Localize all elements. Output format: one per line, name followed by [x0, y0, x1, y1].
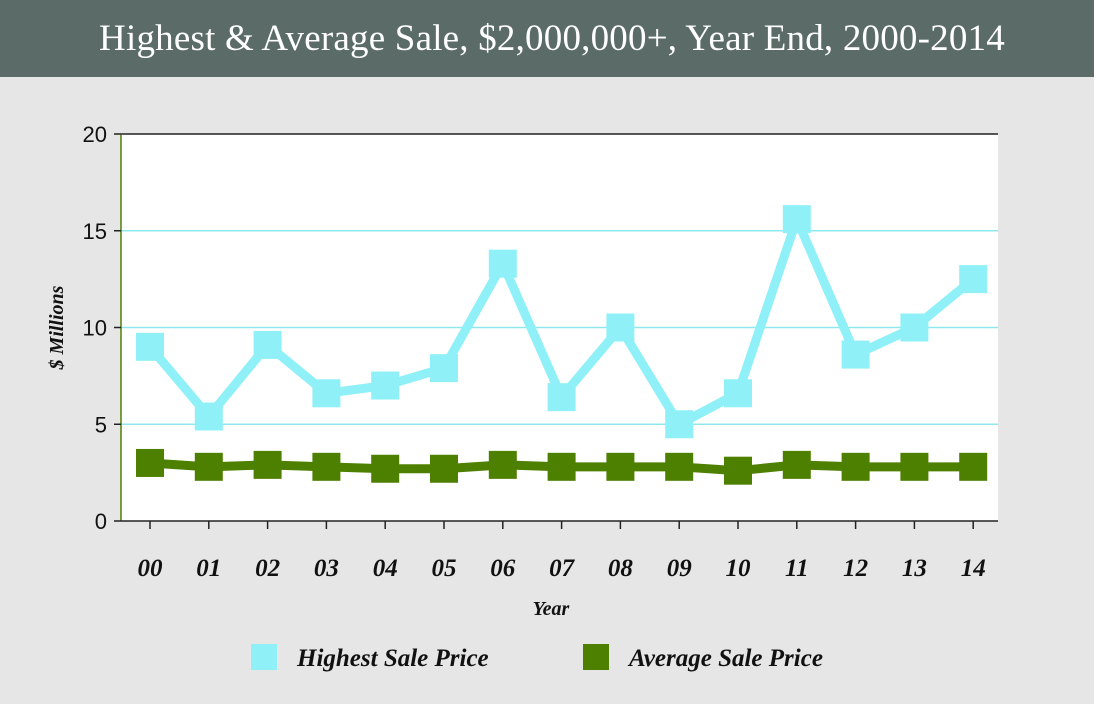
- highest-sale-price-marker: [959, 265, 988, 294]
- highest-sale-price-marker: [136, 332, 164, 361]
- y-tick-label: 0: [95, 509, 107, 534]
- x-tick-label: 01: [196, 555, 221, 582]
- average-sale-price-marker: [900, 452, 929, 481]
- highest-sale-price-marker: [900, 313, 929, 342]
- average-sale-price-legend-label: Average Sale Price: [627, 645, 823, 672]
- x-tick-label: 00: [138, 555, 164, 582]
- highest-sale-price-marker: [782, 205, 811, 234]
- average-sale-price-marker: [371, 454, 400, 483]
- average-sale-price-marker: [136, 448, 164, 477]
- highest-sale-price-marker: [194, 402, 223, 431]
- average-sale-price-marker: [782, 450, 811, 479]
- x-tick-label: 04: [373, 555, 398, 582]
- highest-sale-price-marker: [547, 383, 576, 412]
- highest-sale-price-marker: [371, 371, 400, 400]
- x-tick-label: 03: [314, 555, 339, 582]
- x-tick-label: 07: [549, 555, 576, 582]
- average-sale-price-marker: [312, 452, 341, 481]
- average-sale-price-marker: [959, 452, 988, 481]
- y-tick-label: 20: [83, 122, 107, 147]
- legend: Highest Sale Price Average Sale Price: [251, 644, 823, 672]
- x-tick-label: 08: [608, 555, 634, 582]
- average-sale-price-marker: [430, 454, 458, 483]
- highest-sale-price-legend-label: Highest Sale Price: [296, 645, 489, 672]
- highest-sale-price-marker: [724, 379, 752, 408]
- average-sale-price-marker: [606, 452, 635, 481]
- average-sale-price-marker: [194, 452, 223, 481]
- highest-sale-price-marker: [606, 313, 635, 342]
- x-tick-label: 14: [961, 555, 986, 582]
- average-sale-price-marker: [488, 450, 517, 479]
- average-sale-price-legend-swatch: [583, 644, 609, 670]
- highest-sale-price-series: [136, 205, 988, 439]
- x-axis-title: Year: [533, 598, 570, 620]
- y-tick-label: 10: [83, 316, 107, 341]
- highest-sale-price-marker: [665, 410, 694, 439]
- y-tick-label: 15: [83, 219, 107, 244]
- highest-sale-price-legend-swatch: [251, 644, 277, 670]
- average-sale-price-marker: [665, 452, 694, 481]
- average-sale-price-marker: [841, 452, 870, 481]
- x-tick-label: 12: [843, 555, 868, 582]
- x-tick-label: 09: [667, 555, 693, 582]
- x-tick-label: 06: [490, 555, 516, 582]
- average-sale-price-series: [136, 448, 988, 485]
- average-sale-price-marker: [547, 452, 576, 481]
- average-sale-price-marker: [253, 450, 282, 479]
- x-tick-label: 11: [785, 555, 809, 582]
- highest-sale-price-marker: [253, 330, 282, 359]
- highest-sale-price-marker: [312, 379, 341, 408]
- highest-sale-price-marker: [841, 340, 870, 369]
- x-tick-label: 05: [432, 555, 457, 582]
- y-axis-title: $ Millions: [46, 285, 68, 370]
- x-tick-label: 02: [255, 555, 280, 582]
- x-tick-label: 10: [726, 555, 752, 582]
- highest-sale-price-marker: [488, 249, 517, 278]
- chart-header: Highest & Average Sale, $2,000,000+, Yea…: [0, 0, 1104, 77]
- chart-title: Highest & Average Sale, $2,000,000+, Yea…: [99, 18, 1005, 59]
- highest-sale-price-marker: [430, 354, 458, 383]
- average-sale-price-marker: [724, 456, 752, 485]
- x-tick-label: 13: [902, 555, 927, 582]
- page-edge: [1094, 0, 1104, 704]
- y-tick-label: 5: [95, 412, 107, 437]
